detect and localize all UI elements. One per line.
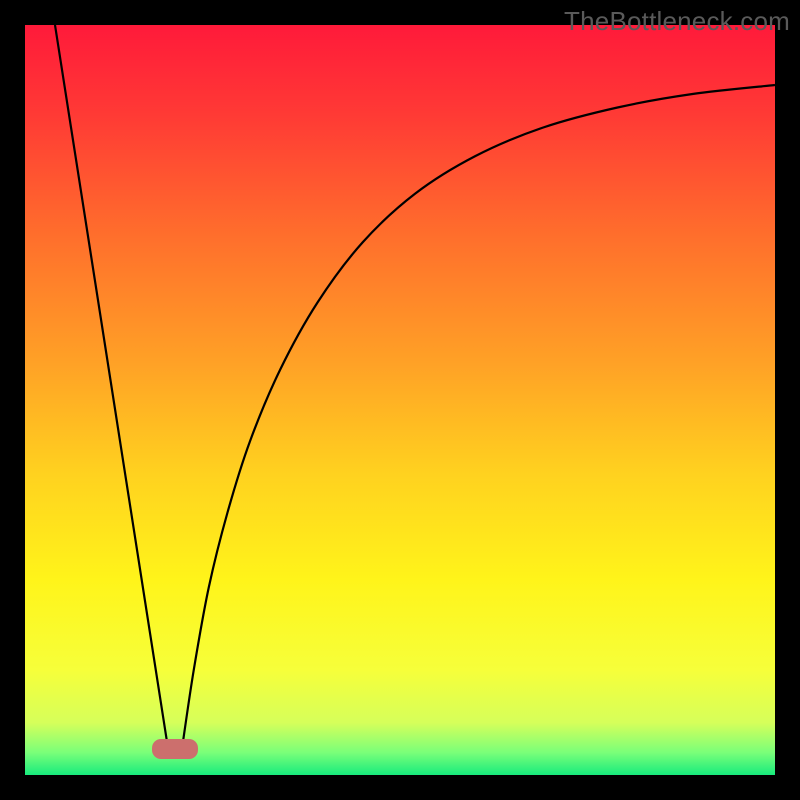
watermark-text: TheBottleneck.com [564,6,790,37]
plot-area [25,25,775,775]
chart-container: TheBottleneck.com [0,0,800,800]
curve-svg [25,25,775,775]
optimum-marker [152,739,198,759]
bottleneck-curve [55,25,775,745]
